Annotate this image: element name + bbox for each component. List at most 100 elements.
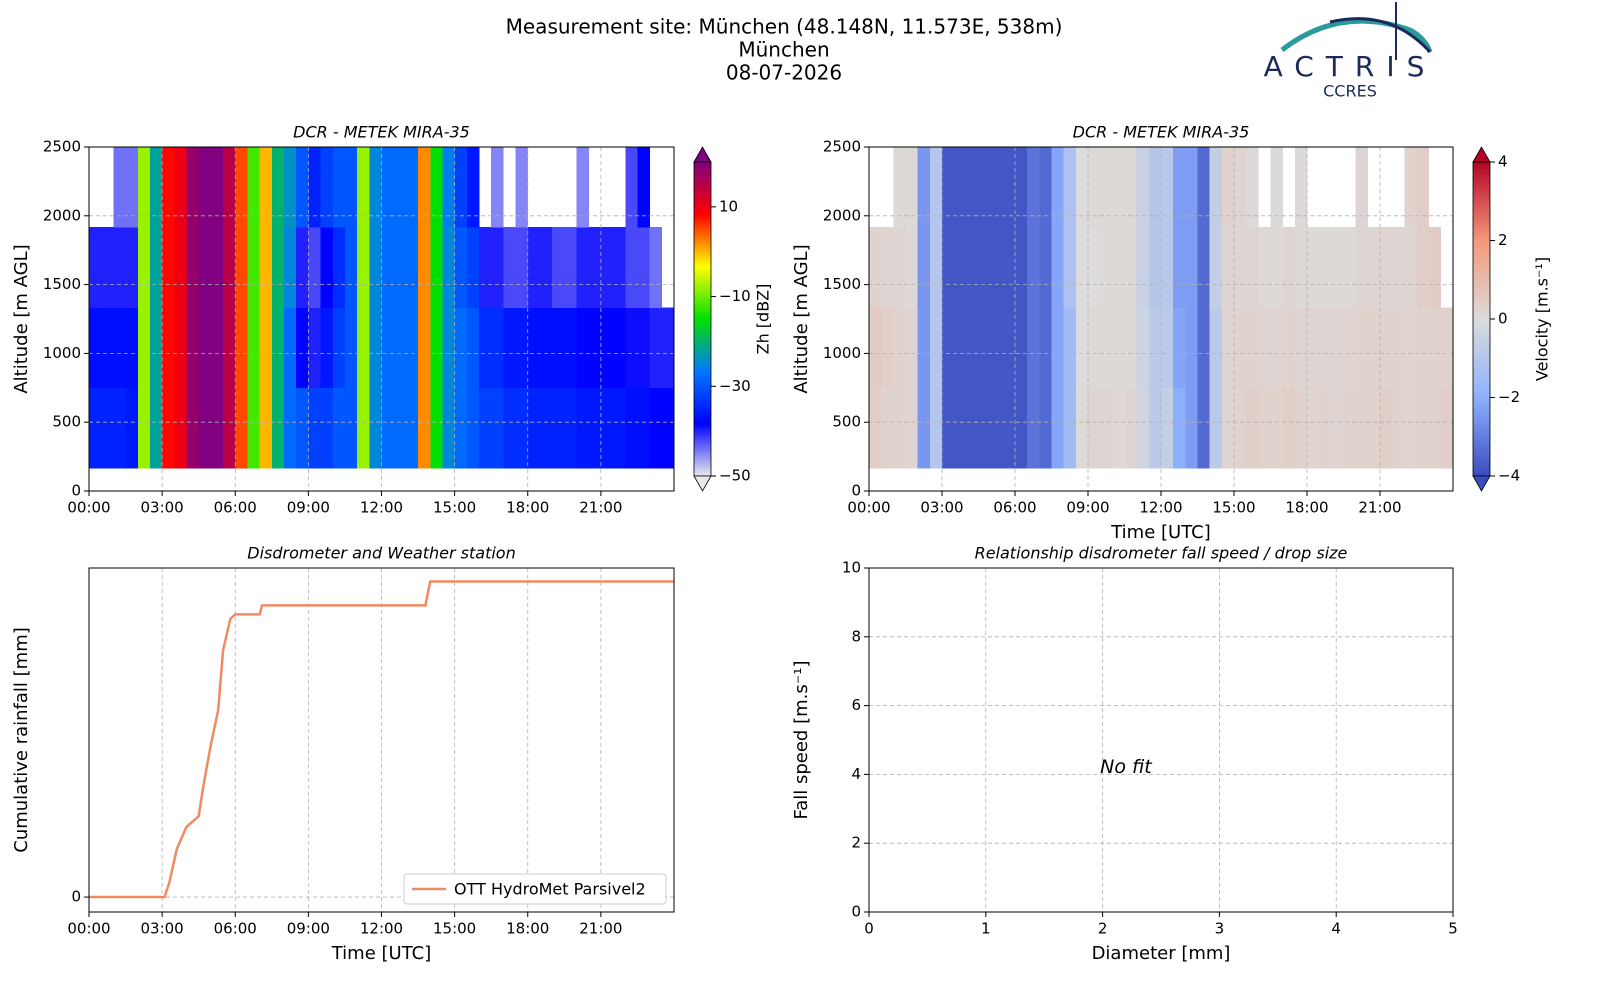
heatmap-cell [1039, 227, 1052, 308]
heatmap-cell [210, 227, 224, 308]
heatmap-cell [247, 387, 260, 469]
heatmap-cell [1161, 307, 1174, 389]
heatmap-cell [442, 387, 455, 469]
heatmap-cell [259, 147, 273, 228]
heatmap-cell [284, 227, 297, 308]
heatmap-cell [357, 387, 370, 469]
heatmap-cell [564, 307, 577, 389]
heatmap-cell [1051, 387, 1064, 469]
heatmap-cell [1148, 387, 1162, 469]
heatmap-cell [527, 387, 541, 469]
heatmap-cell [637, 387, 650, 469]
heatmap-cell [954, 227, 967, 308]
heatmap-cell [332, 147, 346, 228]
y-tick-label: 2 [851, 834, 861, 852]
heatmap-cell [174, 227, 187, 308]
x-tick-label: 12:00 [360, 499, 403, 517]
heatmap-cell [966, 227, 979, 308]
heatmap-cell [1319, 227, 1332, 308]
heatmap-cell [442, 147, 455, 228]
heatmap-cell [600, 307, 614, 389]
heatmap-cell [527, 307, 541, 389]
y-tick-label: 0 [851, 482, 861, 500]
heatmap-cell [405, 387, 419, 469]
heatmap-cell [1112, 147, 1125, 228]
heatmap-cell [893, 387, 906, 469]
colorbar-label: Zh [dBZ] [754, 284, 773, 355]
heatmap-cell [186, 387, 199, 469]
heatmap-cell [515, 227, 529, 308]
heatmap-cell [1246, 307, 1259, 389]
logo-arc [1280, 18, 1433, 53]
heatmap-cell [1185, 387, 1198, 469]
colorbar [693, 161, 712, 477]
heatmap-cell [174, 387, 187, 469]
heatmap-cell [1136, 147, 1150, 228]
site-title: Measurement site: München (48.148N, 11.5… [506, 15, 1063, 39]
heatmap-cell [332, 227, 346, 308]
heatmap-cell [308, 387, 321, 469]
x-tick-label: 4 [1331, 920, 1341, 938]
heatmap-cell [1124, 307, 1137, 389]
heatmap-cell [1002, 227, 1016, 308]
heatmap-cell [1355, 387, 1369, 469]
heatmap-cell [198, 227, 212, 308]
heatmap-cell [1367, 307, 1381, 389]
heatmap-cell [101, 387, 114, 469]
colorbar-tick-label: −50 [719, 467, 751, 485]
heatmap-cell [1428, 307, 1442, 389]
heatmap-cell [308, 147, 321, 228]
heatmap-cell [978, 147, 991, 228]
heatmap-cell [600, 387, 614, 469]
heatmap-cell [1015, 227, 1028, 308]
logo-sub: CCRES [1323, 82, 1377, 101]
heatmap-cell [625, 387, 638, 469]
heatmap-cell [613, 227, 626, 308]
heatmap-cell [637, 307, 650, 389]
colorbar-tick-label: −10 [719, 287, 751, 305]
heatmap-cell [271, 227, 285, 308]
heatmap-cell [137, 307, 151, 389]
heatmap-cell [564, 227, 577, 308]
heatmap-cell [990, 227, 1004, 308]
heatmap-cell [1124, 227, 1137, 308]
heatmap-cell [1282, 387, 1296, 469]
line [89, 580, 674, 899]
heatmap-cell [296, 387, 309, 469]
heatmap-cell [332, 387, 346, 469]
colorbar-tick-label: −30 [719, 377, 751, 395]
heatmap-cell [296, 147, 309, 228]
heatmap-cell [539, 307, 553, 389]
heatmap-cell [1355, 307, 1369, 389]
heatmap-cell [198, 147, 212, 228]
heatmap-cell [588, 227, 602, 308]
heatmap-cell [1027, 387, 1040, 469]
heatmap-cell [1282, 227, 1296, 308]
heatmap-cell [1343, 227, 1356, 308]
heatmap-cell [1015, 307, 1028, 389]
heatmap-cell [454, 147, 468, 228]
y-axis-label: Fall speed [m.s⁻¹] [791, 661, 812, 820]
heatmap-cell [552, 387, 565, 469]
heatmap-cell [1234, 387, 1247, 469]
x-tick-label: 09:00 [287, 920, 330, 938]
heatmap-cell [990, 387, 1004, 469]
heatmap-cell [1246, 147, 1259, 228]
heatmap-cell [966, 387, 979, 469]
heatmap-cell [869, 307, 882, 389]
heatmap-cell [613, 307, 626, 389]
heatmap-cell [479, 307, 492, 389]
heatmap-cell [247, 307, 260, 389]
heatmap-cell [1404, 307, 1417, 389]
heatmap-cell [89, 307, 102, 389]
heatmap-cell [149, 307, 163, 389]
heatmap-cell [1367, 227, 1381, 308]
heatmap-cell [1027, 307, 1040, 389]
heatmap-cell [1416, 147, 1429, 228]
heatmap-cell [978, 387, 991, 469]
heatmap-cell [1246, 387, 1259, 469]
heatmap-cell [369, 307, 382, 389]
heatmap-cell [1294, 307, 1308, 389]
heatmap-cell [125, 307, 139, 389]
